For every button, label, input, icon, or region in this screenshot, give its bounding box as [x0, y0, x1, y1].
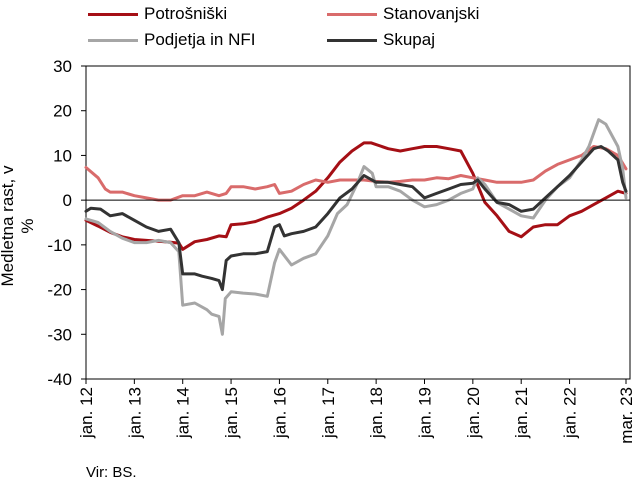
x-tick-label: jan. 20 — [464, 387, 483, 439]
x-tick-label: jan. 13 — [125, 387, 144, 439]
series-line — [84, 141, 628, 251]
series-line — [84, 118, 628, 336]
legend-swatch — [88, 38, 138, 42]
x-tick-label: jan. 14 — [174, 387, 193, 439]
x-tick-label: jan. 12 — [77, 387, 96, 439]
series-line — [84, 145, 628, 202]
y-tick-label: 10 — [53, 146, 72, 165]
x-tick-label: jan. 22 — [561, 387, 580, 439]
legend-label: Potrošniški — [144, 4, 228, 23]
legend-swatch — [327, 12, 377, 16]
x-tick-label: jan. 18 — [367, 387, 386, 439]
y-tick-label: 20 — [53, 102, 72, 121]
x-tick-label: mar. 23 — [617, 387, 636, 444]
y-tick-label: -30 — [47, 325, 72, 344]
legend-swatch — [88, 12, 138, 16]
source-note: Vir: BS. — [86, 464, 137, 481]
legend-item: Potrošniški — [88, 4, 227, 24]
x-tick-label: jan. 15 — [222, 387, 241, 439]
legend-label: Skupaj — [383, 30, 435, 49]
legend-label: Stanovanjski — [383, 4, 480, 23]
y-tick-label: 30 — [53, 57, 72, 76]
y-tick-label: -20 — [47, 281, 72, 300]
x-tick-label: jan. 17 — [319, 387, 338, 439]
legend-label: Podjetja in NFI — [144, 30, 256, 49]
x-tick-label: jan. 19 — [415, 387, 434, 439]
series-line — [84, 145, 628, 292]
y-axis-label: Medletna rast, v % — [0, 166, 37, 287]
plot-frame — [85, 65, 631, 380]
legend: Potrošniški Stanovanjski Podjetja in NFI… — [0, 0, 636, 64]
legend-item: Stanovanjski — [327, 4, 479, 24]
x-tick-label: jan. 21 — [512, 387, 531, 439]
legend-item: Skupaj — [327, 30, 435, 50]
y-tick-label: 0 — [63, 191, 72, 210]
y-tick-label: -40 — [47, 370, 72, 389]
legend-swatch — [327, 38, 377, 42]
y-tick-label: -10 — [47, 236, 72, 255]
legend-item: Podjetja in NFI — [88, 30, 256, 50]
x-tick-label: jan. 16 — [270, 387, 289, 439]
